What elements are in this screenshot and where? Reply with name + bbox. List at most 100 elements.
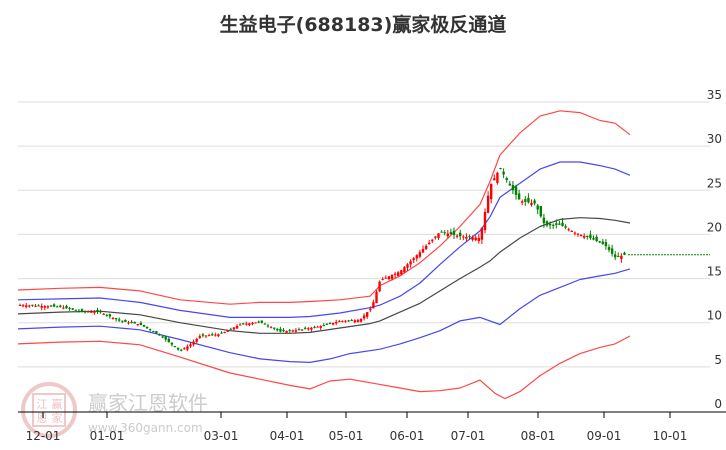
candle-down xyxy=(440,231,443,233)
candle-down xyxy=(49,305,53,307)
candle-down xyxy=(273,327,276,329)
candle-down xyxy=(130,321,133,323)
candle-up xyxy=(424,245,428,250)
candle-down xyxy=(614,254,617,258)
candle-down xyxy=(552,224,555,226)
watermark-brand: 赢家江恩软件 xyxy=(88,391,208,415)
candle-down xyxy=(83,311,87,313)
candle-up xyxy=(570,230,573,232)
candle-down xyxy=(99,311,102,313)
candle-up xyxy=(285,330,288,333)
candle-down xyxy=(586,235,589,238)
candle-up xyxy=(400,270,403,275)
candle-down xyxy=(443,232,446,234)
candle-up xyxy=(353,320,356,323)
candle-up xyxy=(46,306,50,308)
candle-up xyxy=(567,229,570,231)
candle-up xyxy=(403,267,406,273)
candle-down xyxy=(71,308,74,310)
candle-up xyxy=(465,236,468,239)
candle-down xyxy=(623,252,626,255)
candle-up xyxy=(291,330,294,332)
candle-up xyxy=(254,322,257,324)
candle-up xyxy=(269,327,273,329)
candle-down xyxy=(266,325,270,327)
candle-down xyxy=(561,222,564,227)
candle-down xyxy=(65,305,68,309)
candle-up xyxy=(359,318,363,322)
candle-up xyxy=(28,305,31,307)
y-tick-label: 25 xyxy=(707,176,722,190)
candle-down xyxy=(288,330,291,332)
candle-down xyxy=(133,321,136,324)
candle-up xyxy=(378,281,381,292)
candle-up xyxy=(18,305,22,307)
x-tick-label: 06-01 xyxy=(390,429,425,443)
candle-up xyxy=(409,261,412,265)
candle-up xyxy=(127,322,130,324)
candle-up xyxy=(223,331,226,333)
candle-down xyxy=(592,238,595,240)
candle-down xyxy=(347,320,350,322)
candle-down xyxy=(155,331,158,334)
seal-char: 赢 xyxy=(52,397,63,411)
candle-down xyxy=(282,329,285,332)
candle-up xyxy=(446,233,449,237)
candle-up xyxy=(207,335,211,337)
candle-down xyxy=(313,326,316,328)
x-tick-label: 03-01 xyxy=(204,429,239,443)
candle-up xyxy=(415,255,418,259)
candle-down xyxy=(149,329,152,331)
candle-up xyxy=(204,335,208,337)
x-axis: 12-01 01-01 03-01 04-01 05-01 06-01 07-01 08-01… xyxy=(18,411,726,443)
candle-down xyxy=(601,241,604,244)
candle-up xyxy=(366,312,369,317)
candle-up xyxy=(362,315,366,319)
candle-up xyxy=(434,236,437,238)
candle-up xyxy=(25,305,28,307)
candle-down xyxy=(542,217,546,224)
candle-down xyxy=(499,167,502,170)
candle-up xyxy=(375,291,378,304)
candle-down xyxy=(56,306,59,308)
candle-up xyxy=(251,322,254,325)
candle-down xyxy=(607,247,611,250)
candle-down xyxy=(524,199,527,202)
candle-down xyxy=(511,184,515,191)
candle-up xyxy=(483,211,487,231)
candle-down xyxy=(325,323,329,325)
candle-up xyxy=(493,178,496,181)
candle-down xyxy=(108,314,112,317)
candle-down xyxy=(589,234,592,239)
candle-down xyxy=(276,328,279,331)
candle-up xyxy=(437,233,440,238)
y-tick-label: 20 xyxy=(707,220,722,234)
candle-down xyxy=(564,226,567,228)
y-axis: 0 5 10 15 20 25 30 35 xyxy=(707,88,722,411)
candle-down xyxy=(77,310,81,312)
x-tick-label: 12-01 xyxy=(26,429,61,443)
candle-down xyxy=(161,336,164,338)
candle-up xyxy=(573,232,577,234)
candle-up xyxy=(111,317,115,319)
candle-up xyxy=(43,306,46,308)
x-tick-label: 07-01 xyxy=(451,429,486,443)
seal-char: 江 xyxy=(37,398,48,411)
candle-up xyxy=(214,334,217,336)
y-tick-label: 5 xyxy=(714,353,722,367)
candle-up xyxy=(316,326,319,328)
candle-up xyxy=(189,344,192,347)
lower-inner-band-line xyxy=(17,268,631,363)
candle-up xyxy=(34,305,37,307)
candle-up xyxy=(136,324,139,326)
candle-up xyxy=(412,258,415,261)
candle-down xyxy=(604,242,608,247)
candle-up xyxy=(87,311,90,313)
x-tick-label: 09-01 xyxy=(587,429,622,443)
candle-down xyxy=(260,320,263,323)
candlesticks xyxy=(18,167,710,352)
candle-up xyxy=(490,183,493,200)
candle-up xyxy=(477,237,480,242)
candle-down xyxy=(449,232,453,235)
candle-down xyxy=(545,221,549,226)
